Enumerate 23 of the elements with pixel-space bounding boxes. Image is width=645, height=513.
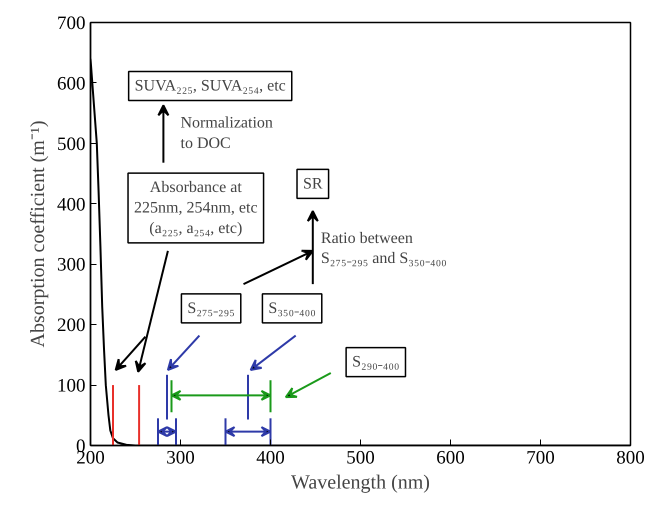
y-tick-label: 700: [57, 13, 86, 34]
x-axis-title: Wavelength (nm): [291, 472, 430, 494]
annotation: SR: [303, 175, 323, 192]
annotation: S₃₅₀₋₄₀₀: [268, 300, 316, 317]
annotation: Absorbance at 225nm, 254nm, etc (a₂₂₅, a₂₅₄, etc): [134, 179, 258, 237]
y-tick-label: 400: [57, 194, 86, 216]
x-tick-label: 700: [526, 448, 555, 468]
x-tick-label: 300: [166, 448, 195, 468]
y-axis-title: Absorption coefficient (m⁻¹): [27, 120, 49, 348]
x-tick-label: 800: [616, 448, 645, 468]
y-tick-label: 500: [57, 134, 86, 155]
annotation: SUVA₂₂₅, SUVA₂₅₄, etc: [134, 77, 286, 94]
y-tick-label: 600: [57, 73, 86, 94]
y-tick-label: 200: [57, 315, 86, 336]
y-tick-label: 300: [57, 254, 86, 276]
annotation: S₂₉₀₋₄₀₀: [352, 354, 400, 371]
x-tick-label: 600: [436, 448, 465, 468]
x-tick-label: 500: [346, 448, 375, 468]
annotation: Ratio between S₂₇₅₋₂₉₅ and S₃₅₀₋₄₀₀: [320, 230, 447, 268]
annotation: S₂₇₅₋₂₉₅: [187, 300, 235, 317]
x-tick-label: 400: [256, 448, 285, 468]
y-tick-label: 100: [57, 376, 86, 397]
annotation: Normalization to DOC: [180, 114, 273, 152]
